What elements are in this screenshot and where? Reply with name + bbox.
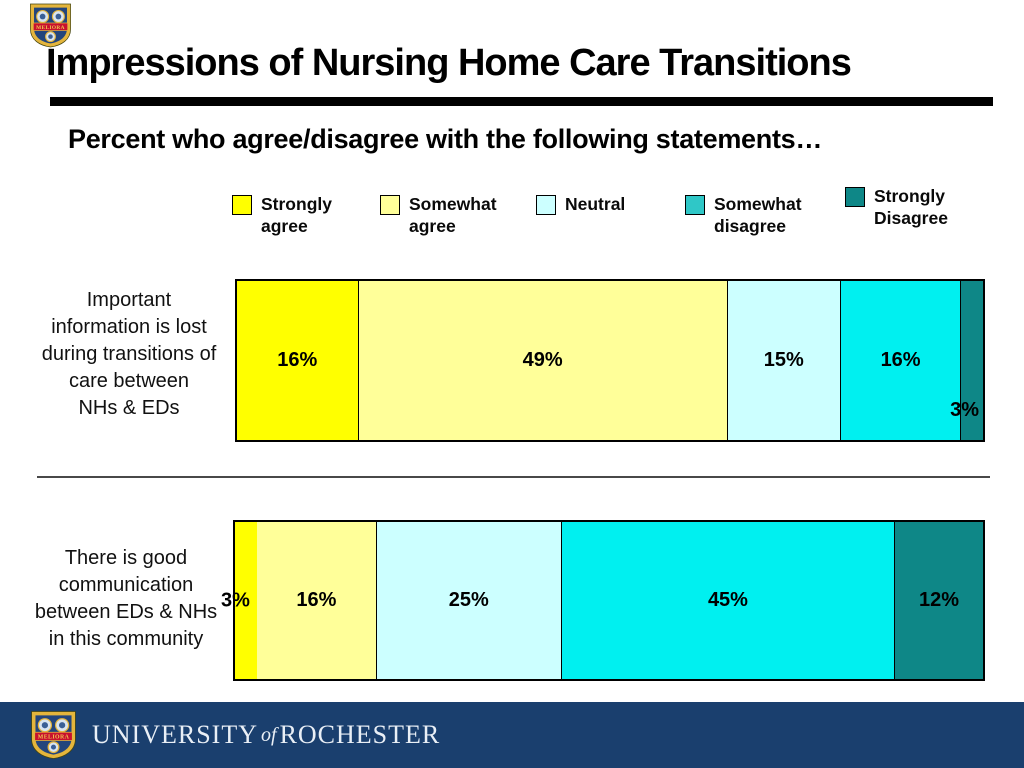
legend-item-somewhat-agree: Somewhat agree [380,193,517,237]
legend-swatch-strongly-disagree [845,187,865,207]
divider-line [37,476,990,478]
legend-swatch-somewhat-disagree [685,195,705,215]
wordmark-university: UNIVERSITY [92,720,258,749]
legend-item-strongly-disagree: Strongly Disagree [845,185,982,229]
bar1-category-label: Important information is lost during tra… [41,289,217,419]
bar1-segment-strongly-disagree [960,281,983,440]
bar2-segment-strongly-disagree: 12% [894,522,983,679]
bar2-value-neutral: 25% [448,589,489,611]
legend-swatch-strongly-agree [232,195,252,215]
legend-swatch-somewhat-agree [380,195,400,215]
legend-item-somewhat-disagree: Somewhat disagree [685,193,822,237]
university-shield-icon-footer [30,710,77,760]
legend-swatch-neutral [536,195,556,215]
university-wordmark: UNIVERSITY of ROCHESTER [92,720,440,750]
bar1-segment-somewhat-disagree: 16% [839,281,961,440]
legend-label-strongly-agree: Strongly agree [261,194,332,236]
stacked-bar-1: 16% 49% 15% 16% 3% [235,279,985,442]
bar2-category-label: There is good communication between EDs … [34,547,218,650]
bar1-value-strongly-agree: 16% [277,349,318,371]
bar2-segment-somewhat-disagree: 45% [560,522,895,679]
wordmark-of: of [261,724,277,746]
title-underline-rule [50,97,993,106]
bar1-segment-somewhat-agree: 49% [357,281,727,440]
legend-label-neutral: Neutral [565,194,626,214]
footer-bar: UNIVERSITY of ROCHESTER [0,702,1024,768]
wordmark-rochester: ROCHESTER [279,720,441,749]
legend-item-strongly-agree: Strongly agree [232,193,369,237]
bar2-segment-strongly-agree [235,522,258,679]
slide-title: Impressions of Nursing Home Care Transit… [46,42,852,84]
slide-subtitle: Percent who agree/disagree with the foll… [68,124,823,154]
bar2-value-somewhat-agree: 16% [296,589,337,611]
bar2-value-somewhat-disagree: 45% [707,589,748,611]
stacked-bar-2: 3% 16% 25% 45% 12% [221,520,985,681]
legend-label-somewhat-agree: Somewhat agree [409,194,497,236]
legend-item-neutral: Neutral [536,193,673,215]
bar1-value-strongly-disagree: 3% [950,399,979,421]
bar1-value-somewhat-disagree: 16% [880,349,921,371]
bar2-value-strongly-disagree: 12% [919,589,960,611]
legend-label-somewhat-disagree: Somewhat disagree [714,194,802,236]
bar2-segment-somewhat-agree: 16% [257,522,376,679]
bar1-value-somewhat-agree: 49% [522,349,563,371]
bar1-segment-neutral: 15% [726,281,840,440]
legend-label-strongly-disagree: Strongly Disagree [874,186,948,228]
bar1-value-neutral: 15% [763,349,804,371]
bar2-segment-neutral: 25% [375,522,561,679]
bar1-segment-strongly-agree: 16% [237,281,358,440]
bar2-value-strongly-agree: 3% [221,589,250,611]
